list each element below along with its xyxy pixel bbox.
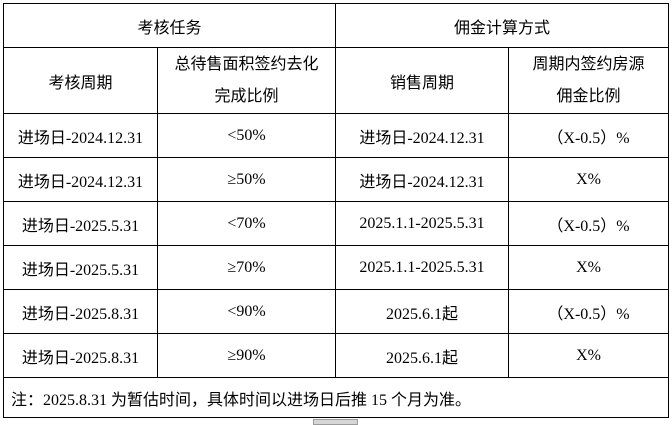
horizontal-scrollbar-thumb[interactable] [313,419,358,425]
cell-assessment-period: 进场日-2025.8.31 [3,289,158,334]
cell-commission-ratio: （X-0.5）% [508,113,670,158]
cell-commission-ratio: X% [508,157,670,202]
commission-assessment-table: 考核任务 佣金计算方式 考核周期 总待售面积签约去化 完成比例 销售周期 周期内… [2,3,670,418]
column-header-commission-ratio: 周期内签约房源 佣金比例 [508,47,670,114]
cell-assessment-period: 进场日-2025.5.31 [3,245,158,290]
cell-assessment-period: 进场日-2024.12.31 [3,113,158,158]
table-row: 进场日-2024.12.31 ≥50% 进场日-2024.12.31 X% [3,157,670,202]
group-header-row: 考核任务 佣金计算方式 [2,3,670,48]
table-row: 进场日-2025.8.31 ≥90% 2025.6.1起 X% [3,333,670,378]
table-row: 进场日-2025.5.31 <70% 2025.1.1-2025.5.31 （X… [3,201,670,246]
group-header-assessment-task: 考核任务 [2,3,337,48]
cell-commission-ratio: （X-0.5）% [508,289,670,334]
cell-sales-period: 2025.1.1-2025.5.31 [335,201,510,246]
cell-assessment-period: 进场日-2024.12.31 [3,157,158,202]
footnote-text: 注：2025.8.31 为暂估时间，具体时间以进场日后推 15 个月为准。 [2,377,670,418]
table-row: 进场日-2024.12.31 <50% 进场日-2024.12.31 （X-0.… [3,113,670,158]
column-header-completion-ratio: 总待售面积签约去化 完成比例 [156,47,337,114]
cell-assessment-period: 进场日-2025.5.31 [3,201,158,246]
cell-completion-ratio: ≥70% [156,245,337,290]
cell-sales-period: 2025.1.1-2025.5.31 [335,245,510,290]
table-row: 进场日-2025.8.31 <90% 2025.6.1起 （X-0.5）% [3,289,670,334]
cell-completion-ratio: <70% [156,201,337,246]
cell-sales-period: 2025.6.1起 [335,333,510,378]
cell-completion-ratio: <50% [156,113,337,158]
cell-commission-ratio: （X-0.5）% [508,201,670,246]
cell-sales-period: 进场日-2024.12.31 [335,113,510,158]
cell-commission-ratio: X% [508,245,670,290]
table-row: 进场日-2025.5.31 ≥70% 2025.1.1-2025.5.31 X% [3,245,670,290]
cell-commission-ratio: X% [508,333,670,378]
cell-completion-ratio: ≥50% [156,157,337,202]
cell-completion-ratio: <90% [156,289,337,334]
column-header-row: 考核周期 总待售面积签约去化 完成比例 销售周期 周期内签约房源 佣金比例 [3,47,670,114]
footnote-row: 注：2025.8.31 为暂估时间，具体时间以进场日后推 15 个月为准。 [2,377,670,418]
cell-sales-period: 进场日-2024.12.31 [335,157,510,202]
column-header-sales-period: 销售周期 [335,47,510,114]
column-header-assessment-period: 考核周期 [3,47,158,114]
cell-completion-ratio: ≥90% [156,333,337,378]
cell-assessment-period: 进场日-2025.8.31 [3,333,158,378]
group-header-commission-method: 佣金计算方式 [335,3,670,48]
cell-sales-period: 2025.6.1起 [335,289,510,334]
